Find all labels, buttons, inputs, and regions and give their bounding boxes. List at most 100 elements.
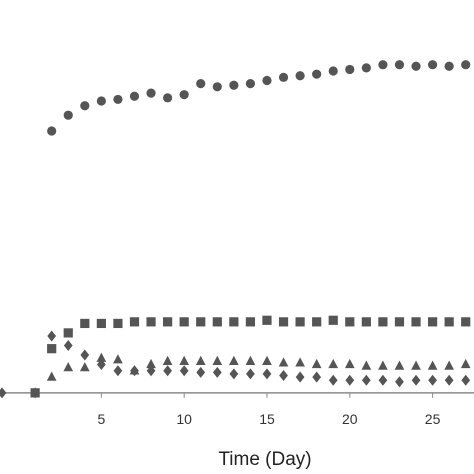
- data-point-circle: [394, 60, 405, 70]
- data-point-diamond: [461, 374, 471, 386]
- data-point-circle: [361, 63, 371, 73]
- data-point-square: [262, 315, 272, 325]
- data-point-diamond: [411, 374, 421, 386]
- data-point-diamond: [80, 349, 90, 361]
- data-point-square: [394, 317, 405, 327]
- data-point-circle: [113, 94, 123, 105]
- data-point-triangle: [344, 358, 355, 369]
- data-points: [0, 60, 471, 399]
- data-point-triangle: [96, 352, 107, 362]
- data-point-diamond: [30, 387, 40, 399]
- data-point-diamond: [295, 371, 305, 383]
- data-point-triangle: [378, 360, 388, 370]
- x-tick-label: 25: [425, 411, 441, 427]
- data-point-triangle: [262, 355, 272, 365]
- data-point-triangle: [195, 355, 206, 365]
- data-point-circle: [411, 61, 421, 71]
- x-tick-label: 10: [176, 411, 192, 427]
- data-point-square: [295, 317, 305, 327]
- data-point-circle: [262, 75, 272, 86]
- data-point-diamond: [196, 366, 206, 378]
- data-point-diamond: [246, 368, 255, 380]
- data-point-square: [229, 317, 239, 327]
- data-point-square: [196, 317, 206, 327]
- data-point-circle: [63, 110, 73, 120]
- data-point-circle: [461, 60, 471, 70]
- data-point-triangle: [46, 371, 57, 381]
- data-point-circle: [80, 101, 90, 111]
- data-point-triangle: [245, 355, 256, 365]
- data-point-diamond: [361, 374, 371, 386]
- data-point-diamond: [163, 365, 172, 377]
- data-point-diamond: [130, 365, 139, 377]
- data-point-diamond: [63, 339, 73, 352]
- data-point-square: [312, 317, 322, 327]
- data-point-square: [378, 317, 388, 327]
- data-point-square: [345, 317, 355, 327]
- data-point-triangle: [394, 360, 405, 370]
- x-ticks: 5 10 15 20 25: [97, 392, 441, 427]
- data-point-diamond: [0, 387, 7, 399]
- data-point-diamond: [328, 374, 338, 386]
- data-point-triangle: [113, 354, 123, 364]
- data-point-circle: [47, 126, 57, 136]
- data-point-circle: [328, 66, 338, 76]
- data-point-square: [146, 317, 156, 327]
- data-point-circle: [427, 60, 438, 70]
- data-point-diamond: [96, 358, 106, 370]
- data-point-triangle: [411, 360, 421, 370]
- data-point-circle: [129, 91, 140, 101]
- data-point-diamond: [395, 376, 404, 388]
- data-point-circle: [196, 79, 206, 89]
- data-point-square: [113, 318, 123, 329]
- data-point-triangle: [328, 358, 339, 369]
- data-point-triangle: [295, 357, 305, 367]
- data-point-square: [80, 318, 90, 329]
- x-tick-label: 5: [97, 411, 105, 427]
- series-3-triangle: [46, 352, 471, 381]
- data-point-circle: [312, 69, 322, 79]
- data-point-square: [361, 317, 371, 327]
- data-point-diamond: [312, 371, 322, 383]
- data-point-triangle: [460, 358, 471, 369]
- series-2-square: [30, 315, 471, 398]
- data-point-circle: [212, 82, 222, 92]
- data-point-triangle: [278, 357, 289, 367]
- data-point-square: [212, 317, 222, 327]
- data-point-diamond: [279, 369, 288, 382]
- data-point-square: [444, 317, 454, 327]
- data-point-triangle: [311, 358, 322, 369]
- series-4-diamond: [0, 330, 471, 399]
- data-point-diamond: [47, 330, 57, 342]
- data-point-diamond: [262, 368, 272, 380]
- data-point-triangle: [427, 360, 438, 370]
- data-point-triangle: [146, 358, 156, 369]
- data-point-triangle: [212, 355, 223, 365]
- data-point-square: [47, 344, 57, 354]
- data-point-diamond: [113, 365, 123, 377]
- data-point-triangle: [79, 362, 90, 372]
- data-point-triangle: [229, 355, 239, 365]
- data-point-diamond: [179, 365, 189, 377]
- data-point-square: [328, 315, 338, 325]
- data-point-diamond: [229, 368, 239, 380]
- series-1-circle: [47, 60, 471, 136]
- data-point-diamond: [428, 374, 437, 386]
- data-point-square: [129, 317, 140, 327]
- data-point-circle: [245, 79, 256, 89]
- data-point-diamond: [444, 374, 454, 386]
- data-point-circle: [179, 90, 189, 100]
- data-point-circle: [163, 93, 173, 103]
- data-point-triangle: [162, 355, 173, 365]
- data-point-square: [278, 317, 289, 327]
- data-point-square: [461, 317, 471, 327]
- data-point-diamond: [146, 365, 156, 377]
- data-point-diamond: [345, 374, 355, 386]
- data-point-square: [163, 317, 173, 327]
- data-point-triangle: [179, 355, 190, 365]
- data-point-triangle: [444, 360, 454, 370]
- data-point-diamond: [378, 374, 388, 386]
- x-tick-label: 20: [342, 411, 358, 427]
- data-point-circle: [146, 88, 156, 98]
